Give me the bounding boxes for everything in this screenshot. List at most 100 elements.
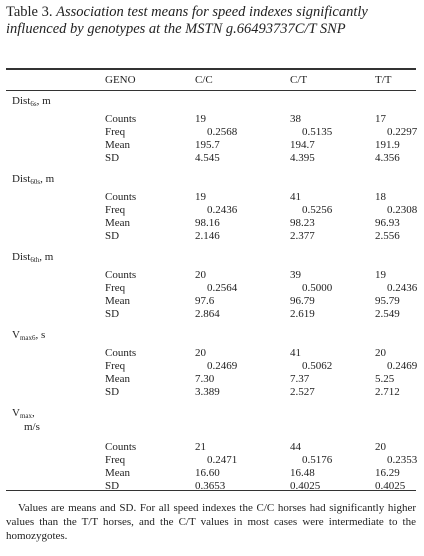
row-label: Freq: [105, 282, 126, 294]
row-label: Mean: [105, 373, 131, 385]
cell-value: 0.3653: [195, 480, 226, 492]
cell-value: 2.619: [290, 308, 315, 320]
cell-value: 0.2297: [387, 126, 418, 138]
cell-value: 16.48: [290, 467, 315, 479]
cell-value: 19: [375, 269, 386, 281]
cell-value: 0.2308: [387, 204, 418, 216]
cell-value: 7.30: [195, 373, 215, 385]
cell-value: 20: [375, 441, 386, 453]
cell-value: 2.527: [290, 386, 315, 398]
cell-value: 0.2568: [207, 126, 238, 138]
row-label: Mean: [105, 139, 131, 151]
row-label: Freq: [105, 126, 126, 138]
cell-value: 2.556: [375, 230, 400, 242]
cell-value: 0.2564: [207, 282, 238, 294]
group-unit: , s: [35, 329, 46, 341]
group-unit: m/s: [24, 421, 40, 433]
cell-value: 19: [195, 113, 206, 125]
row-label: SD: [105, 308, 120, 320]
cell-value: 0.2471: [207, 454, 238, 466]
cell-value: 95.79: [375, 295, 400, 307]
cell-value: 0.2436: [387, 282, 418, 294]
row-label: SD: [105, 152, 120, 164]
group-unit: ,: [32, 407, 35, 419]
column-header: C/T: [290, 74, 308, 86]
title: Table 3. Association test means for spee…: [6, 4, 411, 38]
group-label: Vmax,: [12, 407, 35, 423]
cell-value: 20: [195, 347, 206, 359]
group-unit: , m: [40, 173, 55, 185]
cell-value: 20: [195, 269, 206, 281]
cell-value: 19: [195, 191, 206, 203]
group-name: Dist: [12, 95, 31, 107]
cell-value: 3.389: [195, 386, 220, 398]
rule: [6, 90, 416, 91]
row-label: Freq: [105, 454, 126, 466]
cell-value: 0.2469: [207, 360, 238, 372]
group-name: Dist: [12, 251, 31, 263]
cell-value: 4.356: [375, 152, 400, 164]
cell-value: 38: [290, 113, 301, 125]
group-sub: max: [19, 412, 33, 420]
cell-value: 17: [375, 113, 386, 125]
group-name: Dist: [12, 173, 31, 185]
cell-value: 2.549: [375, 308, 400, 320]
cell-value: 44: [290, 441, 301, 453]
group-unit: , m: [36, 95, 51, 107]
rule: [6, 68, 416, 70]
row-label: Freq: [105, 360, 126, 372]
cell-value: 0.5256: [302, 204, 333, 216]
group-label: Vmax6, s: [12, 329, 45, 345]
cell-value: 4.545: [195, 152, 220, 164]
group-unit: , m: [39, 251, 54, 263]
title-label: Table 3.: [6, 4, 53, 20]
row-label: Counts: [105, 347, 137, 359]
row-label: Mean: [105, 467, 131, 479]
cell-value: 18: [375, 191, 386, 203]
column-header: GENO: [105, 74, 136, 86]
row-label: SD: [105, 480, 120, 492]
cell-value: 0.2436: [207, 204, 238, 216]
cell-value: 2.377: [290, 230, 315, 242]
cell-value: 7.37: [290, 373, 310, 385]
cell-value: 0.5062: [302, 360, 333, 372]
cell-value: 2.864: [195, 308, 220, 320]
cell-value: 0.4025: [375, 480, 406, 492]
column-header: C/C: [195, 74, 213, 86]
group-label: Dist6th, m: [12, 251, 53, 267]
group-sub: 6th: [30, 256, 40, 264]
cell-value: 0.5135: [302, 126, 333, 138]
row-label: Counts: [105, 269, 137, 281]
group-name: V: [12, 329, 20, 341]
group-sub: 6s: [30, 100, 37, 108]
cell-value: 16.29: [375, 467, 400, 479]
cell-value: 98.16: [195, 217, 220, 229]
cell-value: 194.7: [290, 139, 315, 151]
group-sub: max6: [19, 334, 36, 342]
row-label: Freq: [105, 204, 126, 216]
rule: [6, 490, 416, 491]
row-label: SD: [105, 386, 120, 398]
group-label: Dist6s, m: [12, 95, 51, 111]
row-label: SD: [105, 230, 120, 242]
row-label: Counts: [105, 191, 137, 203]
cell-value: 4.395: [290, 152, 315, 164]
cell-value: 0.2469: [387, 360, 418, 372]
row-label: Mean: [105, 295, 131, 307]
cell-value: 41: [290, 191, 301, 203]
cell-value: 41: [290, 347, 301, 359]
cell-value: 98.23: [290, 217, 315, 229]
column-header: T/T: [375, 74, 392, 86]
cell-value: 0.4025: [290, 480, 321, 492]
row-label: Counts: [105, 441, 137, 453]
cell-value: 5.25: [375, 373, 395, 385]
title-text: Association test means for speed indexes…: [6, 4, 368, 37]
cell-value: 0.5000: [302, 282, 333, 294]
cell-value: 2.712: [375, 386, 400, 398]
cell-value: 195.7: [195, 139, 220, 151]
cell-value: 0.2353: [387, 454, 418, 466]
group-label: Dist60s, m: [12, 173, 54, 189]
cell-value: 16.60: [195, 467, 220, 479]
cell-value: 20: [375, 347, 386, 359]
